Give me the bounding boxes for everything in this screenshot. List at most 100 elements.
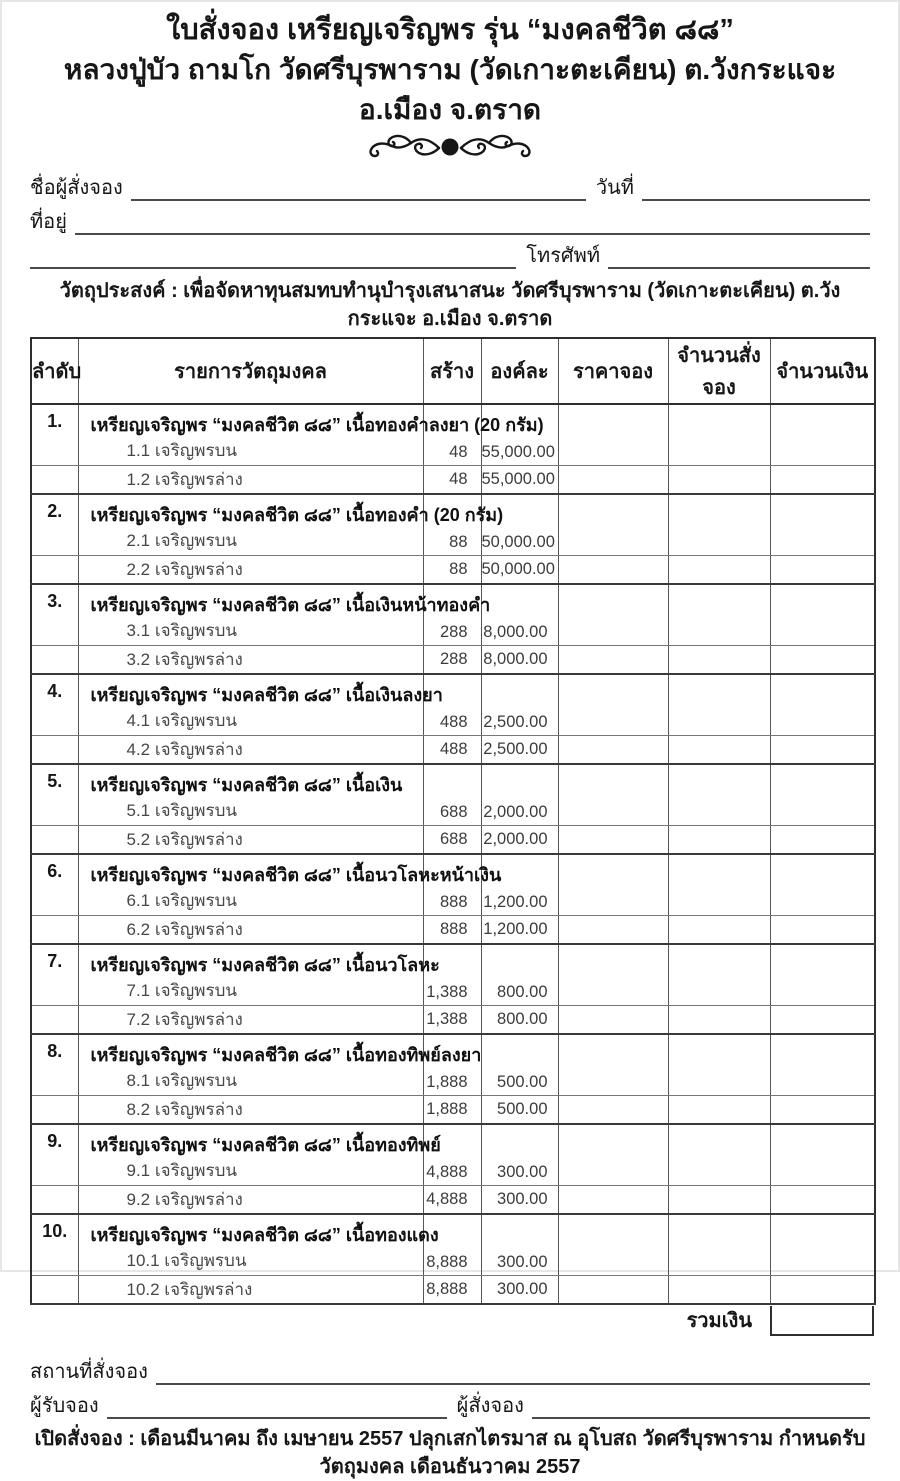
address-field-line[interactable]: [74, 213, 870, 235]
item-subrow-bottom-label: 4.2 เจริญพรล่าง: [77, 735, 424, 765]
reserve-price-cell[interactable]: [557, 735, 669, 765]
item-row-bottom: 4.2 เจริญพรล่าง 488 2,500.00: [30, 735, 876, 765]
total-amount-box[interactable]: [770, 1306, 874, 1336]
orderer-fields: ชื่อผู้สั่งจอง วันที่ ที่อยู่ โทรศัพท์: [30, 167, 870, 269]
phone-field-line[interactable]: [608, 247, 870, 269]
item-qty-top: 48: [422, 404, 482, 466]
reserve-price-cell[interactable]: [557, 404, 669, 466]
amount-cell[interactable]: [769, 944, 876, 1006]
item-name: เหรียญเจริญพร “มงคลชีวิต ๘๘” เนื้อนวโลหะ…: [90, 865, 502, 885]
amount-cell[interactable]: [769, 645, 876, 675]
order-qty-cell[interactable]: [667, 1214, 771, 1276]
reserve-price-cell[interactable]: [557, 584, 669, 646]
order-qty-cell[interactable]: [667, 1095, 771, 1125]
order-qty-cell[interactable]: [667, 1124, 771, 1186]
reserve-price-cell[interactable]: [557, 555, 669, 585]
reserve-price-cell[interactable]: [557, 674, 669, 736]
item-qty-bottom: 888: [422, 915, 482, 945]
amount-cell[interactable]: [769, 1124, 876, 1186]
amount-cell[interactable]: [769, 915, 876, 945]
reserve-price-cell[interactable]: [557, 645, 669, 675]
col-header-index: ลำดับ: [30, 338, 81, 405]
amount-cell[interactable]: [769, 854, 876, 916]
item-name: เหรียญเจริญพร “มงคลชีวิต ๘๘” เนื้อทองแดง: [90, 1225, 439, 1245]
item-price-top: 300.00: [480, 1214, 559, 1276]
item-price-top: 1,200.00: [480, 854, 559, 916]
item-subrow-bottom-label: 1.2 เจริญพรล่าง: [77, 465, 424, 495]
address-field-line-2[interactable]: [30, 247, 517, 269]
item-row-top: 9. เหรียญเจริญพร “มงคลชีวิต ๘๘” เนื้อทอง…: [30, 1124, 876, 1186]
order-qty-cell[interactable]: [667, 465, 771, 495]
reserve-price-cell[interactable]: [557, 1095, 669, 1125]
order-qty-cell[interactable]: [667, 944, 771, 1006]
reserve-price-cell[interactable]: [557, 465, 669, 495]
reserve-price-cell[interactable]: [557, 1185, 669, 1215]
reserve-price-cell[interactable]: [557, 854, 669, 916]
reserve-price-cell[interactable]: [557, 1214, 669, 1276]
reserve-price-cell[interactable]: [557, 944, 669, 1006]
receiver-field-line[interactable]: [106, 1397, 447, 1419]
order-qty-cell[interactable]: [667, 735, 771, 765]
name-field-line[interactable]: [130, 179, 586, 201]
item-qty-top: 8,888: [422, 1214, 482, 1276]
order-qty-cell[interactable]: [667, 854, 771, 916]
date-field-line[interactable]: [642, 179, 870, 201]
amount-cell[interactable]: [769, 1034, 876, 1096]
order-qty-cell[interactable]: [667, 494, 771, 556]
item-subrow-top-label: 4.1 เจริญพรบน: [126, 711, 238, 730]
item-price-bottom: 50,000.00: [480, 555, 559, 585]
amount-cell[interactable]: [769, 404, 876, 466]
item-subrow-top-label: 2.1 เจริญพรบน: [126, 531, 238, 550]
amount-cell[interactable]: [769, 764, 876, 826]
item-row-bottom: 9.2 เจริญพรล่าง 4,888 300.00: [30, 1185, 876, 1215]
amount-cell[interactable]: [769, 1275, 876, 1305]
item-price-top: 2,000.00: [480, 764, 559, 826]
reserve-price-cell[interactable]: [557, 1005, 669, 1035]
amount-cell[interactable]: [769, 674, 876, 736]
reserve-price-cell[interactable]: [557, 1034, 669, 1096]
amount-cell[interactable]: [769, 1214, 876, 1276]
amount-cell[interactable]: [769, 584, 876, 646]
name-date-row: ชื่อผู้สั่งจอง วันที่: [30, 167, 870, 201]
item-name: เหรียญเจริญพร “มงคลชีวิต ๘๘” เนื้อทองคำ …: [90, 505, 504, 525]
order-qty-cell[interactable]: [667, 764, 771, 826]
item-row-top: 5. เหรียญเจริญพร “มงคลชีวิต ๘๘” เนื้อเงิ…: [30, 764, 876, 826]
place-field-line[interactable]: [155, 1363, 870, 1385]
item-qty-top: 88: [422, 494, 482, 556]
item-number: 1.: [30, 404, 79, 466]
order-qty-cell[interactable]: [667, 825, 771, 855]
amount-cell[interactable]: [769, 1095, 876, 1125]
amount-cell[interactable]: [769, 1185, 876, 1215]
reserve-price-cell[interactable]: [557, 1124, 669, 1186]
order-qty-cell[interactable]: [667, 1005, 771, 1035]
order-qty-cell[interactable]: [667, 1275, 771, 1305]
reserve-price-cell[interactable]: [557, 494, 669, 556]
order-qty-cell[interactable]: [667, 1185, 771, 1215]
amount-cell[interactable]: [769, 1005, 876, 1035]
orderer-field-line[interactable]: [531, 1397, 870, 1419]
item-qty-bottom: 688: [422, 825, 482, 855]
item-row-top: 2. เหรียญเจริญพร “มงคลชีวิต ๘๘” เนื้อทอง…: [30, 494, 876, 556]
item-price-bottom: 300.00: [480, 1275, 559, 1305]
amount-cell[interactable]: [769, 735, 876, 765]
receiver-label: ผู้รับจอง: [30, 1395, 99, 1417]
amount-cell[interactable]: [769, 494, 876, 556]
amount-cell[interactable]: [769, 825, 876, 855]
order-qty-cell[interactable]: [667, 584, 771, 646]
reserve-price-cell[interactable]: [557, 915, 669, 945]
reserve-price-cell[interactable]: [557, 825, 669, 855]
order-qty-cell[interactable]: [667, 555, 771, 585]
item-number: 9.: [30, 1124, 79, 1186]
item-qty-top: 688: [422, 764, 482, 826]
order-qty-cell[interactable]: [667, 1034, 771, 1096]
item-name: เหรียญเจริญพร “มงคลชีวิต ๘๘” เนื้อเงินหน…: [90, 595, 491, 615]
reserve-price-cell[interactable]: [557, 1275, 669, 1305]
order-qty-cell[interactable]: [667, 915, 771, 945]
order-qty-cell[interactable]: [667, 404, 771, 466]
amount-cell[interactable]: [769, 555, 876, 585]
reserve-price-cell[interactable]: [557, 764, 669, 826]
order-qty-cell[interactable]: [667, 645, 771, 675]
item-price-bottom: 8,000.00: [480, 645, 559, 675]
order-qty-cell[interactable]: [667, 674, 771, 736]
amount-cell[interactable]: [769, 465, 876, 495]
